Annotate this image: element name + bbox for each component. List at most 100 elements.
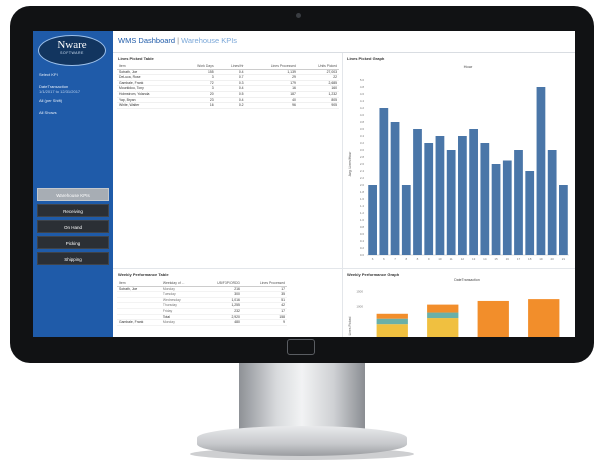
weekly-stacked-bar-chart: DateTransaction Lines Picked 1000 1500 <box>348 278 560 337</box>
y-axis-label: Lines Picked <box>348 316 352 335</box>
date-transaction-filter[interactable]: DateTransaction <box>39 84 69 89</box>
y-tick-label: 1000 <box>356 305 363 309</box>
table-cell: White, Walter <box>117 102 179 109</box>
warehouse-kpis-button[interactable]: Warehouse KPIs <box>37 188 109 201</box>
table-cell: Monday <box>160 286 201 293</box>
table-cell: 905 <box>297 102 339 109</box>
bar <box>536 87 546 255</box>
y-tick-label: 1.4 <box>360 204 365 208</box>
panel-divider-vertical <box>342 53 343 337</box>
x-tick-label: 11 <box>450 257 453 261</box>
dashboard-screen: Nware SOFTWARE Select KPI DateTransactio… <box>33 31 575 337</box>
bar <box>547 150 557 255</box>
table-cell: 3 <box>178 85 216 92</box>
table-row[interactable]: Gambale, Frank 72 0.3 179 2,685 <box>117 80 339 87</box>
table-cell <box>117 297 161 304</box>
table-row[interactable]: DeLuca, Rose 3 0.7 29 22 <box>117 74 339 81</box>
x-tick-label: 8 <box>417 257 419 261</box>
y-tick-label: 3.2 <box>360 141 365 145</box>
table-cell: 9 <box>241 319 287 326</box>
table-cell: 42 <box>241 302 287 309</box>
table-cell: 29 <box>245 74 298 81</box>
table-row[interactable]: Sotrath, Joe 155 0.4 1,139 27,003 <box>117 69 339 76</box>
y-tick-label: 0.0 <box>360 253 365 257</box>
table-cell: 158 <box>241 314 287 321</box>
column-header[interactable]: Lines Processed <box>245 64 298 70</box>
select-kpi-link[interactable]: Select KPI <box>39 72 58 77</box>
x-tick-label: 6 <box>383 257 385 261</box>
x-tick-label: 16 <box>506 257 510 261</box>
table-cell: 35 <box>241 291 287 298</box>
table-cell: 17 <box>241 286 287 293</box>
y-tick-label: 0.8 <box>360 225 365 229</box>
y-tick-label: 4.8 <box>360 85 365 89</box>
table-row[interactable]: Thursday 1,255 42 <box>117 302 287 309</box>
table-cell: 232 <box>200 308 242 315</box>
table-row[interactable]: Mourkidou, Tony 3 0.4 16 160 <box>117 85 339 92</box>
shows-filter[interactable]: All Shows <box>39 110 57 115</box>
stacked-bar-segment <box>376 324 408 337</box>
table-cell: 0.5 <box>215 91 246 98</box>
picking-button[interactable]: Picking <box>37 236 109 249</box>
table-row[interactable]: Tuesday 300 35 <box>117 291 287 298</box>
y-tick-label: 4.0 <box>360 113 365 117</box>
column-header[interactable]: Item <box>117 64 179 70</box>
table-row[interactable]: Holmstrom, Yolanda 20 0.5 187 1,232 <box>117 91 339 98</box>
x-tick-label: 14 <box>483 257 487 261</box>
table-cell: 27,003 <box>297 69 339 76</box>
table-cell: 0.4 <box>215 69 246 76</box>
table-cell: 3 <box>178 74 216 81</box>
bar <box>424 143 434 255</box>
table-cell: 1,016 <box>200 297 242 304</box>
table-cell <box>117 291 161 298</box>
stacked-bar-segment <box>427 312 459 319</box>
y-tick-label: 1500 <box>356 289 363 293</box>
table-row[interactable]: Yap, Bryan 23 0.4 40 805 <box>117 97 339 104</box>
table-cell: 16 <box>245 85 298 92</box>
table-row[interactable]: Sotrath, Joe Monday 216 17 <box>117 286 287 293</box>
table-cell: 0.4 <box>215 97 246 104</box>
column-header[interactable]: Weekday of ... <box>160 281 201 287</box>
shift-filter[interactable]: All (per Shift) <box>39 98 63 103</box>
monitor-logo-icon <box>287 339 315 355</box>
y-tick-label: 2.4 <box>360 169 365 173</box>
table-cell: 1,139 <box>245 69 298 76</box>
column-header[interactable]: Work Days <box>178 64 216 70</box>
column-header[interactable]: Lines/Hr <box>215 64 246 70</box>
lines-picked-table: Item Work Days Lines/Hr Lines Processed … <box>117 64 339 109</box>
stacked-bar-segment <box>427 318 459 337</box>
table-row[interactable]: White, Walter 16 0.2 96 905 <box>117 102 339 109</box>
shipping-button[interactable]: Shipping <box>37 252 109 265</box>
x-tick-label: 19 <box>539 257 543 261</box>
table-cell: DeLuca, Rose <box>117 74 179 81</box>
on-hand-button[interactable]: On Hand <box>37 220 109 233</box>
y-tick-label: 1.2 <box>360 211 365 215</box>
lines-picked-graph-title: Lines Picked Graph <box>347 56 385 61</box>
table-header-row: Item Work Days Lines/Hr Lines Processed … <box>117 64 339 70</box>
title-separator: | <box>177 36 180 45</box>
date-range-value: 1/1/2017 to 12/31/2017 <box>39 89 81 94</box>
table-header-row: Item Weekday of ... UB/F3P/ORDD Lines Pr… <box>117 281 287 287</box>
x-tick-label: 13 <box>472 257 476 261</box>
table-cell: 22 <box>297 74 339 81</box>
receiving-button[interactable]: Receiving <box>37 204 109 217</box>
table-row[interactable]: Friday 232 17 <box>117 308 287 315</box>
column-header[interactable]: Lines Processed <box>241 281 287 287</box>
filter-links: Select KPI DateTransaction 1/1/2017 to 1… <box>39 73 109 123</box>
y-tick-label: 5.0 <box>360 78 365 82</box>
table-row[interactable]: Total 2,920 158 <box>117 314 287 321</box>
column-header[interactable]: Units Picked <box>297 64 339 70</box>
table-cell: 480 <box>200 319 242 326</box>
table-cell <box>117 302 161 309</box>
y-tick-label: 4.6 <box>360 92 365 96</box>
column-header[interactable]: Item <box>117 281 161 287</box>
header-divider <box>113 52 575 53</box>
column-header[interactable]: UB/F3P/ORDD <box>200 281 242 287</box>
stacked-bar-segment <box>427 304 459 313</box>
table-row[interactable]: Gambale, Frank Monday 480 9 <box>117 319 287 326</box>
webcam-icon <box>296 13 301 18</box>
nav-menu: Warehouse KPIs Receiving On Hand Picking… <box>37 188 109 268</box>
table-row[interactable]: Wednesday 1,016 51 <box>117 297 287 304</box>
bar <box>390 122 400 255</box>
